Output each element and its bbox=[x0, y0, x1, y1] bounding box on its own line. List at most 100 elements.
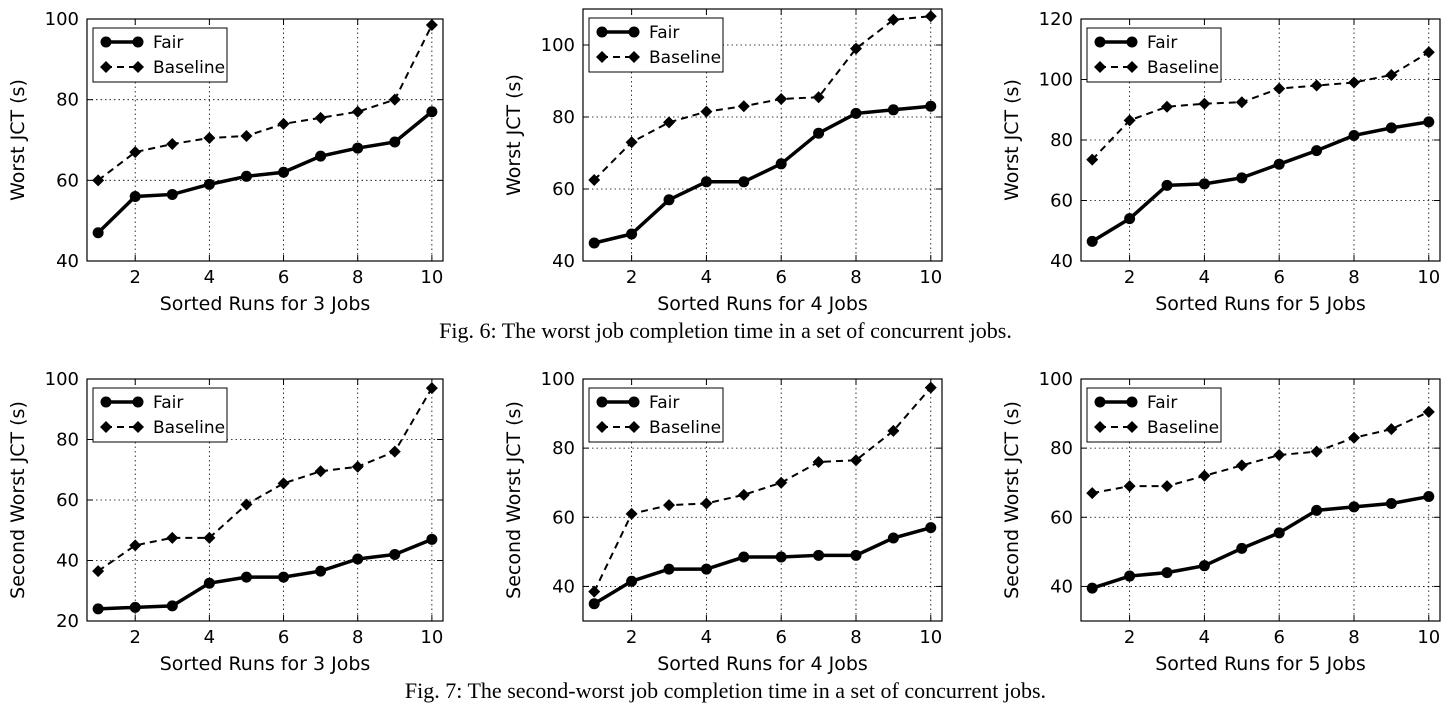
x-tick-label: 4 bbox=[1199, 267, 1210, 288]
data-point-fair bbox=[93, 227, 104, 238]
data-point-baseline bbox=[240, 130, 252, 142]
data-point-baseline bbox=[700, 497, 712, 509]
data-point-baseline bbox=[92, 565, 104, 577]
y-axis-label: Worst JCT (s) bbox=[7, 79, 29, 201]
y-axis-label: Second Worst JCT (s) bbox=[1001, 401, 1023, 599]
y-tick-label: 80 bbox=[1050, 130, 1073, 151]
x-axis-label: Sorted Runs for 3 Jobs bbox=[160, 293, 371, 315]
data-point-baseline bbox=[1161, 480, 1173, 492]
data-point-fair bbox=[278, 167, 289, 178]
chart-panel-4: 2 4 6 8 1020406080100Sorted Runs for 3 JobsS… bbox=[7, 369, 443, 675]
y-axis-label: Worst JCT (s) bbox=[503, 74, 525, 196]
data-point-fair bbox=[204, 578, 215, 589]
data-point-fair bbox=[278, 572, 289, 583]
x-tick-label: 6 bbox=[278, 627, 289, 648]
series-line-fair bbox=[594, 528, 931, 604]
data-point-baseline bbox=[315, 465, 327, 477]
data-point-fair bbox=[241, 171, 252, 182]
y-tick-label: 40 bbox=[1050, 251, 1073, 272]
x-tick-label: 4 bbox=[204, 627, 215, 648]
data-point-baseline bbox=[1423, 406, 1435, 418]
data-point-baseline bbox=[1236, 96, 1248, 108]
figure-6-caption: Fig. 6: The worst job completion time in… bbox=[0, 318, 1451, 344]
data-point-fair bbox=[1386, 122, 1397, 133]
x-tick-label: 2 bbox=[129, 627, 140, 648]
y-axis-label: Worst JCT (s) bbox=[1001, 79, 1023, 201]
data-point-fair bbox=[925, 522, 936, 533]
data-point-fair bbox=[664, 194, 675, 205]
data-point-fair bbox=[1124, 213, 1135, 224]
y-tick-label: 100 bbox=[1039, 369, 1073, 390]
y-tick-label: 100 bbox=[45, 9, 79, 30]
legend-label-fair: Fair bbox=[1147, 393, 1177, 413]
data-point-fair bbox=[738, 176, 749, 187]
data-point-fair bbox=[1162, 180, 1173, 191]
data-point-fair bbox=[352, 553, 363, 564]
y-tick-label: 40 bbox=[1050, 576, 1073, 597]
legend-label-fair: Fair bbox=[153, 33, 183, 53]
y-tick-label: 80 bbox=[552, 438, 575, 459]
legend-label-baseline: Baseline bbox=[1147, 418, 1219, 438]
y-tick-label: 40 bbox=[56, 551, 79, 572]
y-tick-label: 60 bbox=[552, 179, 575, 200]
legend-label-fair: Fair bbox=[1147, 33, 1177, 53]
data-point-baseline bbox=[1311, 446, 1323, 458]
data-point-fair bbox=[426, 106, 437, 117]
data-point-fair bbox=[130, 191, 141, 202]
y-tick-label: 100 bbox=[45, 369, 79, 390]
data-point-fair bbox=[1274, 159, 1285, 170]
data-point-baseline bbox=[278, 477, 290, 489]
data-point-fair bbox=[813, 550, 824, 561]
data-point-baseline bbox=[626, 136, 638, 148]
data-point-fair bbox=[167, 600, 178, 611]
x-tick-label: 10 bbox=[919, 267, 942, 288]
legend: Fair Baseline bbox=[93, 28, 227, 82]
data-point-baseline bbox=[352, 106, 364, 118]
y-tick-label: 120 bbox=[1039, 9, 1073, 30]
data-point-fair bbox=[241, 572, 252, 583]
data-point-baseline bbox=[700, 106, 712, 118]
data-point-fair bbox=[626, 229, 637, 240]
data-point-baseline bbox=[775, 477, 787, 489]
x-tick-label: 2 bbox=[626, 267, 637, 288]
data-point-fair bbox=[1423, 116, 1434, 127]
legend-marker-fair bbox=[101, 397, 112, 408]
data-point-fair bbox=[130, 602, 141, 613]
legend-label-baseline: Baseline bbox=[649, 48, 721, 68]
x-axis-label: Sorted Runs for 3 Jobs bbox=[160, 653, 371, 675]
data-point-baseline bbox=[663, 499, 675, 511]
x-tick-label: 4 bbox=[1199, 627, 1210, 648]
data-point-baseline bbox=[166, 532, 178, 544]
x-tick-label: 4 bbox=[204, 267, 215, 288]
data-point-fair bbox=[776, 158, 787, 169]
data-point-fair bbox=[426, 534, 437, 545]
data-point-baseline bbox=[315, 112, 327, 124]
legend: Fair Baseline bbox=[1087, 28, 1221, 82]
y-tick-label: 60 bbox=[56, 490, 79, 511]
data-point-fair bbox=[1199, 560, 1210, 571]
y-tick-label: 60 bbox=[56, 170, 79, 191]
data-point-fair bbox=[738, 552, 749, 563]
legend-label-fair: Fair bbox=[649, 393, 679, 413]
data-point-fair bbox=[626, 576, 637, 587]
chart-panel-2: 2 4 6 8 10406080100Sorted Runs for 4 JobsWor… bbox=[503, 9, 942, 315]
x-axis-label: Sorted Runs for 5 Jobs bbox=[1155, 653, 1366, 675]
data-point-fair bbox=[925, 101, 936, 112]
data-point-fair bbox=[589, 598, 600, 609]
data-point-baseline bbox=[1086, 487, 1098, 499]
series-line-fair bbox=[98, 112, 432, 233]
data-point-baseline bbox=[1198, 98, 1210, 110]
x-tick-label: 6 bbox=[775, 267, 786, 288]
y-axis-label: Second Worst JCT (s) bbox=[7, 401, 29, 599]
data-point-fair bbox=[1087, 236, 1098, 247]
legend-label-baseline: Baseline bbox=[649, 418, 721, 438]
data-point-fair bbox=[167, 189, 178, 200]
x-tick-label: 4 bbox=[701, 627, 712, 648]
legend: Fair Baseline bbox=[589, 18, 723, 72]
data-point-baseline bbox=[1198, 470, 1210, 482]
y-tick-label: 80 bbox=[56, 90, 79, 111]
y-tick-label: 40 bbox=[552, 576, 575, 597]
data-point-baseline bbox=[426, 19, 438, 31]
data-point-fair bbox=[1386, 498, 1397, 509]
